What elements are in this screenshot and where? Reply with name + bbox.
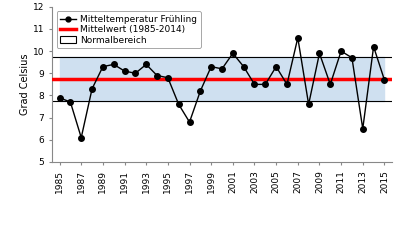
Y-axis label: Grad Celsius: Grad Celsius: [20, 54, 30, 115]
Legend: Mitteltemperatur Frühling, Mittelwert (1985-2014), Normalbereich: Mitteltemperatur Frühling, Mittelwert (1…: [56, 11, 200, 48]
